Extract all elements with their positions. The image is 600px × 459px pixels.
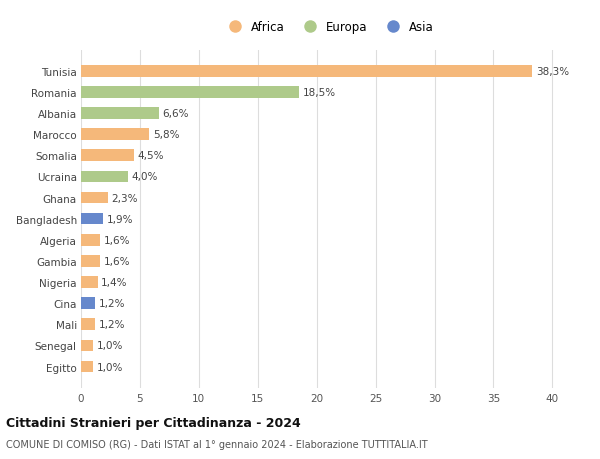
Bar: [81, 298, 95, 309]
Text: 2,3%: 2,3%: [112, 193, 138, 203]
Bar: [81, 192, 108, 204]
Text: 1,6%: 1,6%: [103, 235, 130, 245]
Legend: Africa, Europa, Asia: Africa, Europa, Asia: [219, 16, 438, 38]
Bar: [81, 108, 159, 120]
Bar: [81, 129, 149, 140]
Text: 4,0%: 4,0%: [131, 172, 158, 182]
Text: Cittadini Stranieri per Cittadinanza - 2024: Cittadini Stranieri per Cittadinanza - 2…: [6, 416, 301, 429]
Text: 1,2%: 1,2%: [98, 319, 125, 330]
Text: 18,5%: 18,5%: [302, 88, 335, 98]
Bar: [81, 87, 299, 99]
Text: COMUNE DI COMISO (RG) - Dati ISTAT al 1° gennaio 2024 - Elaborazione TUTTITALIA.: COMUNE DI COMISO (RG) - Dati ISTAT al 1°…: [6, 440, 428, 449]
Text: 1,0%: 1,0%: [97, 341, 122, 351]
Bar: [81, 277, 97, 288]
Text: 38,3%: 38,3%: [536, 67, 569, 77]
Text: 6,6%: 6,6%: [163, 109, 189, 119]
Text: 1,4%: 1,4%: [101, 277, 128, 287]
Text: 5,8%: 5,8%: [153, 130, 179, 140]
Bar: [81, 235, 100, 246]
Bar: [81, 340, 93, 352]
Bar: [81, 213, 103, 225]
Text: 1,9%: 1,9%: [107, 214, 133, 224]
Bar: [81, 171, 128, 183]
Bar: [81, 256, 100, 267]
Text: 1,2%: 1,2%: [98, 298, 125, 308]
Text: 1,0%: 1,0%: [97, 362, 122, 372]
Bar: [81, 361, 93, 373]
Text: 1,6%: 1,6%: [103, 256, 130, 266]
Bar: [81, 319, 95, 330]
Bar: [81, 66, 532, 78]
Text: 4,5%: 4,5%: [137, 151, 164, 161]
Bar: [81, 150, 134, 162]
